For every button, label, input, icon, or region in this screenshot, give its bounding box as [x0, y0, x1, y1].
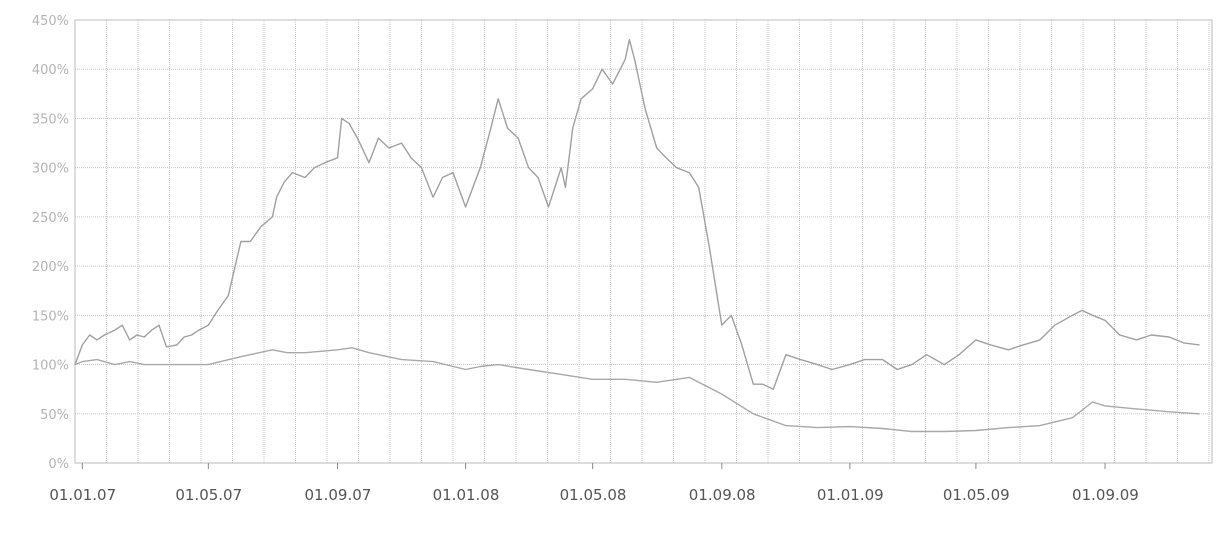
series-layer [74, 39, 1200, 433]
y-tick-label: 250% [32, 211, 69, 226]
y-tick-label: 0% [48, 457, 69, 472]
y-tick-label: 350% [32, 112, 69, 127]
y-tick-label: 400% [32, 63, 69, 78]
x-tick-label: 01.09.09 [1072, 486, 1139, 504]
plot-frame [74, 19, 1213, 464]
x-axis-ticks: 01.01.07 01.05.07 01.09.07 01.01.08 01.05.08… [49, 463, 1139, 504]
y-tick-label: 150% [32, 309, 69, 324]
x-tick-label: 01.01.08 [433, 486, 500, 504]
x-tick-label: 01.01.09 [817, 486, 884, 504]
y-tick-label: 450% [32, 14, 69, 29]
x-tick-label: 01.01.07 [49, 486, 116, 504]
grid [74, 19, 1213, 464]
y-tick-label: 50% [40, 408, 69, 423]
x-tick-label: 01.09.08 [689, 486, 756, 504]
series-line-2 [74, 347, 1200, 433]
x-tick-label: 01.05.09 [943, 486, 1010, 504]
y-tick-label: 300% [32, 162, 69, 177]
y-axis-ticks: 0% 50% 100% 150% 200% 250% 300% 350% 400% 450% [32, 14, 69, 472]
y-tick-label: 100% [32, 359, 69, 374]
y-tick-label: 200% [32, 260, 69, 275]
series-line-1 [74, 39, 1200, 390]
x-tick-label: 01.09.07 [305, 486, 372, 504]
x-tick-label: 01.05.08 [560, 486, 627, 504]
x-tick-label: 01.05.07 [175, 486, 242, 504]
